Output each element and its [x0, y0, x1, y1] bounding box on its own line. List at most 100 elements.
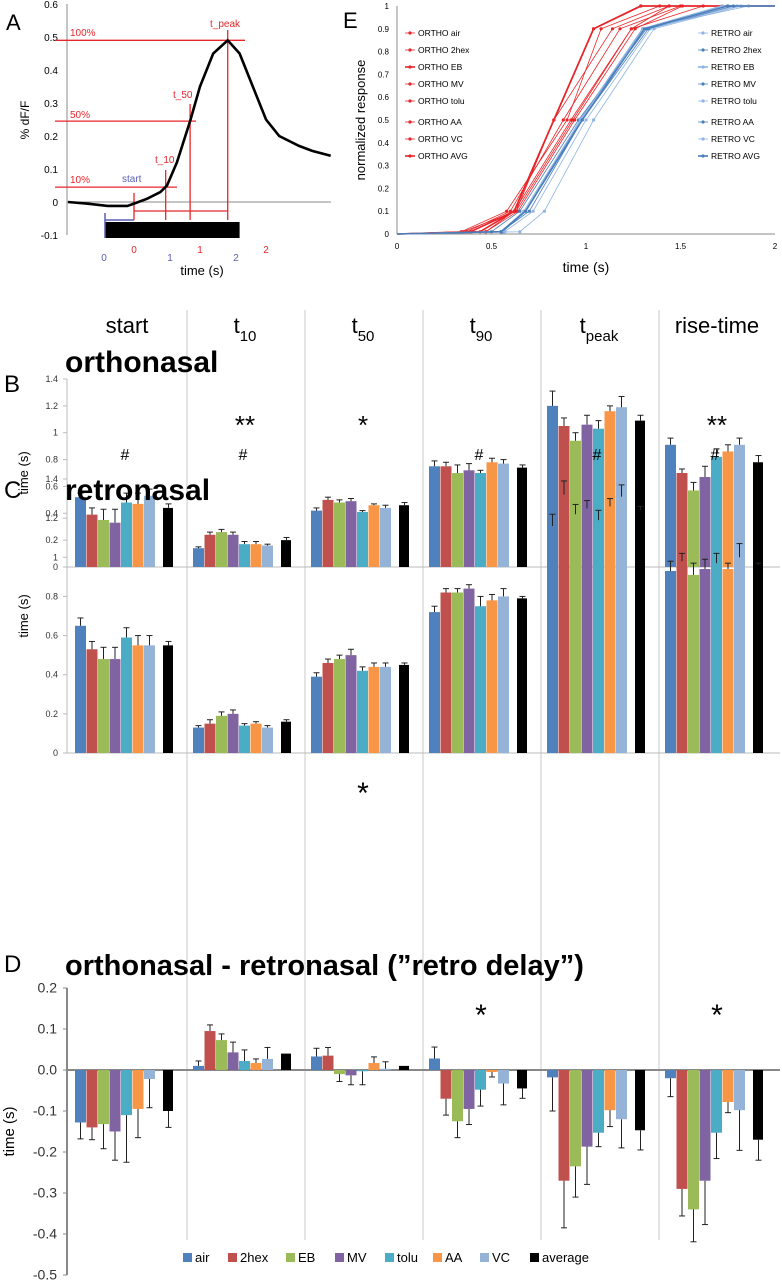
stimulus-bar	[104, 222, 240, 238]
series-marker	[565, 118, 569, 122]
y-tick-label: 0	[52, 198, 58, 209]
series-marker	[512, 209, 516, 213]
bar-air	[311, 1056, 322, 1070]
x-tick-blue: 1	[167, 253, 173, 264]
bar-AA	[132, 645, 144, 753]
ortho-retro-significance: #	[475, 447, 484, 464]
legend-marker	[408, 65, 412, 69]
legend-label: RETRO tolu	[711, 96, 757, 106]
bar-2hex	[558, 494, 570, 753]
measure-header: tpeak	[580, 313, 619, 345]
bar-EB	[98, 659, 109, 753]
ortho-retro-significance: #	[593, 447, 602, 464]
series-marker	[639, 4, 643, 8]
bar-VC	[144, 495, 155, 567]
y-tick-label: 0.4	[44, 66, 58, 77]
ortho-retro-significance: #	[239, 447, 248, 464]
ortho-retro-significance: #	[711, 447, 720, 464]
legend-swatch-tolu	[385, 1253, 394, 1262]
bar-tolu	[239, 544, 250, 567]
bar-2hex	[676, 1070, 688, 1189]
label-tpeak: t_peak	[210, 19, 241, 30]
panel-e: E 0 0.1 0.2 0.3 0.4 0.5 0.6 0.7 0.8 0.9 1 0 0.5 1 1.5 2 n…	[343, 2, 778, 275]
y-tick-label: -0.2	[33, 1144, 57, 1160]
bar-tolu	[239, 725, 250, 753]
bar-2hex	[676, 561, 688, 753]
series-marker	[618, 27, 622, 31]
bar-average	[399, 664, 409, 753]
bar-MV	[699, 477, 711, 567]
bar-AA	[132, 1070, 144, 1109]
y-tick-label: 0.2	[44, 132, 58, 143]
measure-header-sub: 10	[240, 328, 257, 345]
y-axis-label: % dF/F	[18, 101, 32, 140]
bar-AA	[722, 1070, 734, 1102]
legend-label: RETRO EB	[711, 62, 755, 72]
bar-EB	[334, 1070, 345, 1075]
bar-2hex	[86, 1070, 98, 1128]
legend-label: ORTHO tolu	[418, 96, 465, 106]
legend-label: ORTHO air	[418, 28, 461, 38]
legend-label: VC	[492, 1250, 510, 1265]
bar-AA	[132, 503, 144, 567]
panel-label-b: B	[4, 371, 20, 398]
legend-swatch-AA	[433, 1253, 442, 1262]
bar-2hex	[86, 649, 98, 753]
y-tick-label: 1.2	[45, 401, 58, 411]
legend-marker	[408, 120, 412, 124]
bar-2hex	[204, 534, 216, 567]
legend-swatch-air	[183, 1253, 192, 1262]
legend-label: ORTHO EB	[418, 62, 463, 72]
significance-marker: *	[357, 777, 369, 810]
bar-AA	[368, 505, 380, 567]
bar-air	[311, 510, 322, 567]
bar-2hex	[676, 473, 688, 567]
bar-air	[665, 1070, 676, 1079]
series-marker	[527, 209, 531, 213]
x-tick-red: 2	[263, 245, 269, 256]
bar-VC	[498, 1070, 509, 1084]
y-axis-label: time (s)	[16, 594, 31, 637]
measure-header: rise-time	[675, 313, 759, 338]
series-marker	[499, 230, 503, 234]
series-marker	[508, 209, 512, 213]
series-marker	[629, 27, 633, 31]
bar-air	[429, 466, 440, 567]
bar-average	[753, 565, 763, 753]
bar-AA	[250, 544, 262, 567]
bar-AA	[722, 451, 734, 567]
bar-VC	[734, 557, 745, 753]
legend-label: ORTHO 2hex	[418, 45, 470, 55]
bar-MV	[345, 501, 357, 567]
legend-marker	[408, 99, 412, 103]
series-marker	[642, 27, 647, 31]
bar-EB	[688, 1070, 699, 1210]
bar-AA	[604, 411, 616, 567]
legend-marker	[701, 65, 705, 69]
legend-marker	[701, 120, 705, 124]
x-axis-label: time (s)	[563, 259, 610, 275]
x-tick-label: 2	[773, 242, 778, 251]
bar-average	[753, 1070, 763, 1140]
series-marker	[531, 209, 535, 213]
bar-MV	[227, 713, 239, 753]
ortho-retro-significance: #	[121, 447, 130, 464]
bar-tolu	[357, 670, 368, 753]
y-tick-label: 0.1	[38, 1021, 58, 1037]
measure-header-main: start	[106, 313, 149, 338]
bar-average	[281, 1053, 291, 1070]
y-tick-label: 0	[53, 748, 58, 758]
legend-label: RETRO VC	[711, 134, 755, 144]
bar-air	[75, 1070, 86, 1123]
bar-2hex	[204, 723, 216, 753]
bar-average	[163, 507, 173, 567]
bar-2hex	[322, 662, 334, 753]
bar-AA	[486, 1070, 498, 1073]
measure-header: start	[106, 313, 149, 338]
series-marker	[610, 27, 615, 31]
bar-tolu	[593, 428, 604, 567]
legend-marker	[701, 99, 705, 103]
bar-average	[517, 1070, 527, 1089]
bar-AA	[486, 462, 498, 567]
bar-air	[75, 625, 86, 753]
